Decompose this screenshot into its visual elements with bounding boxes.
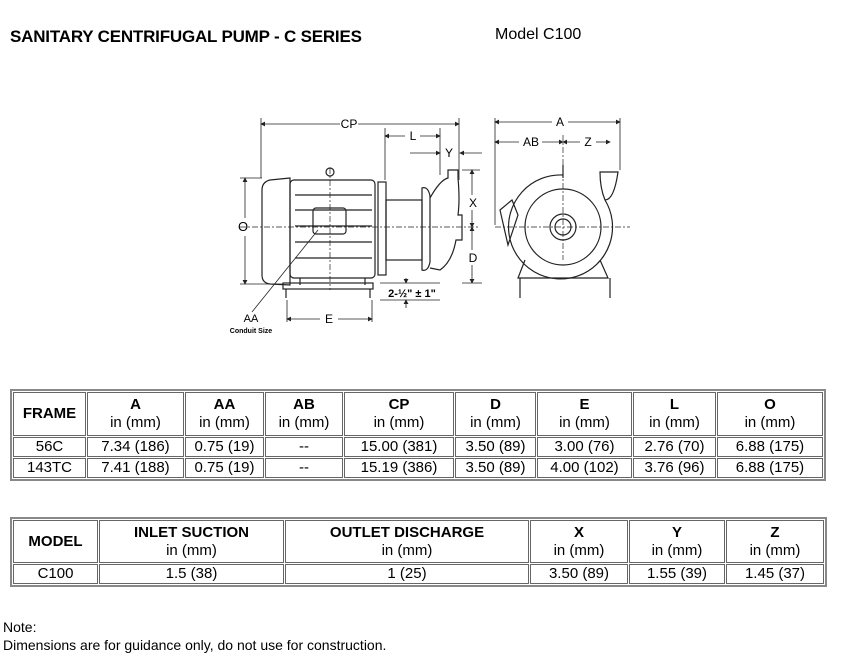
cell: 15.19 (386) (344, 458, 454, 478)
dim-label-aa: AA (244, 313, 259, 325)
model-dimensions-table: MODEL INLET SUCTION in (mm) OUTLET DISCHA… (10, 517, 827, 587)
cell: 6.88 (175) (717, 437, 823, 457)
cell: 1.55 (39) (629, 564, 725, 584)
cell: 3.50 (89) (455, 458, 536, 478)
pump-end-view (499, 165, 619, 298)
cell: -- (265, 458, 343, 478)
cell: 7.41 (188) (87, 458, 184, 478)
dim-label-o: O (238, 219, 248, 234)
cell: 2.76 (70) (633, 437, 716, 457)
table-header-row: MODEL INLET SUCTION in (mm) OUTLET DISCHA… (13, 520, 824, 563)
header-model: MODEL (13, 520, 98, 563)
dim-label-l: L (410, 129, 417, 143)
header-ab: AB in (mm) (265, 392, 343, 436)
header-aa: AA in (mm) (185, 392, 264, 436)
cell: 1 (25) (285, 564, 529, 584)
dim-label-ab: AB (523, 135, 539, 149)
motor-side-view (261, 167, 463, 298)
note-label: Note: (3, 619, 37, 635)
table-row: C100 1.5 (38) 1 (25) 3.50 (89) 1.55 (39) 1.45… (13, 564, 824, 584)
cell: 0.75 (19) (185, 437, 264, 457)
cell: 3.50 (89) (530, 564, 628, 584)
conduit-size-label: Conduit Size (230, 328, 272, 335)
table-row: 56C 7.34 (186) 0.75 (19) -- 15.00 (381) 3.50 … (13, 437, 823, 457)
dim-label-a: A (556, 115, 564, 129)
cell: 56C (13, 437, 86, 457)
table-row: 143TC 7.41 (188) 0.75 (19) -- 15.19 (386) 3.5… (13, 458, 823, 478)
cell: 7.34 (186) (87, 437, 184, 457)
header-cp: CP in (mm) (344, 392, 454, 436)
cell: 15.00 (381) (344, 437, 454, 457)
cell: 6.88 (175) (717, 458, 823, 478)
cell: 3.76 (96) (633, 458, 716, 478)
cell: 143TC (13, 458, 86, 478)
dim-label-e: E (325, 312, 333, 326)
cell: 3.00 (76) (537, 437, 632, 457)
cell: 4.00 (102) (537, 458, 632, 478)
cell: C100 (13, 564, 98, 584)
page-title: SANITARY CENTRIFUGAL PUMP - C SERIES (10, 27, 362, 46)
header-outlet: OUTLET DISCHARGE in (mm) (285, 520, 529, 563)
dim-label-z: Z (584, 135, 591, 149)
dim-label-d: D (469, 251, 478, 265)
cell: -- (265, 437, 343, 457)
dim-label-y: Y (445, 146, 453, 160)
cell: 1.45 (37) (726, 564, 824, 584)
dim-label-cp: CP (341, 117, 358, 131)
cell: 1.5 (38) (99, 564, 284, 584)
header-inlet: INLET SUCTION in (mm) (99, 520, 284, 563)
dim-label-x: X (469, 196, 477, 210)
clearance-label: 2-½" ± 1" (388, 288, 436, 300)
note-text: Dimensions are for guidance only, do not… (3, 637, 387, 653)
cell: 3.50 (89) (455, 437, 536, 457)
model-label: Model C100 (495, 26, 582, 43)
header-frame: FRAME (13, 392, 86, 436)
cell: 0.75 (19) (185, 458, 264, 478)
